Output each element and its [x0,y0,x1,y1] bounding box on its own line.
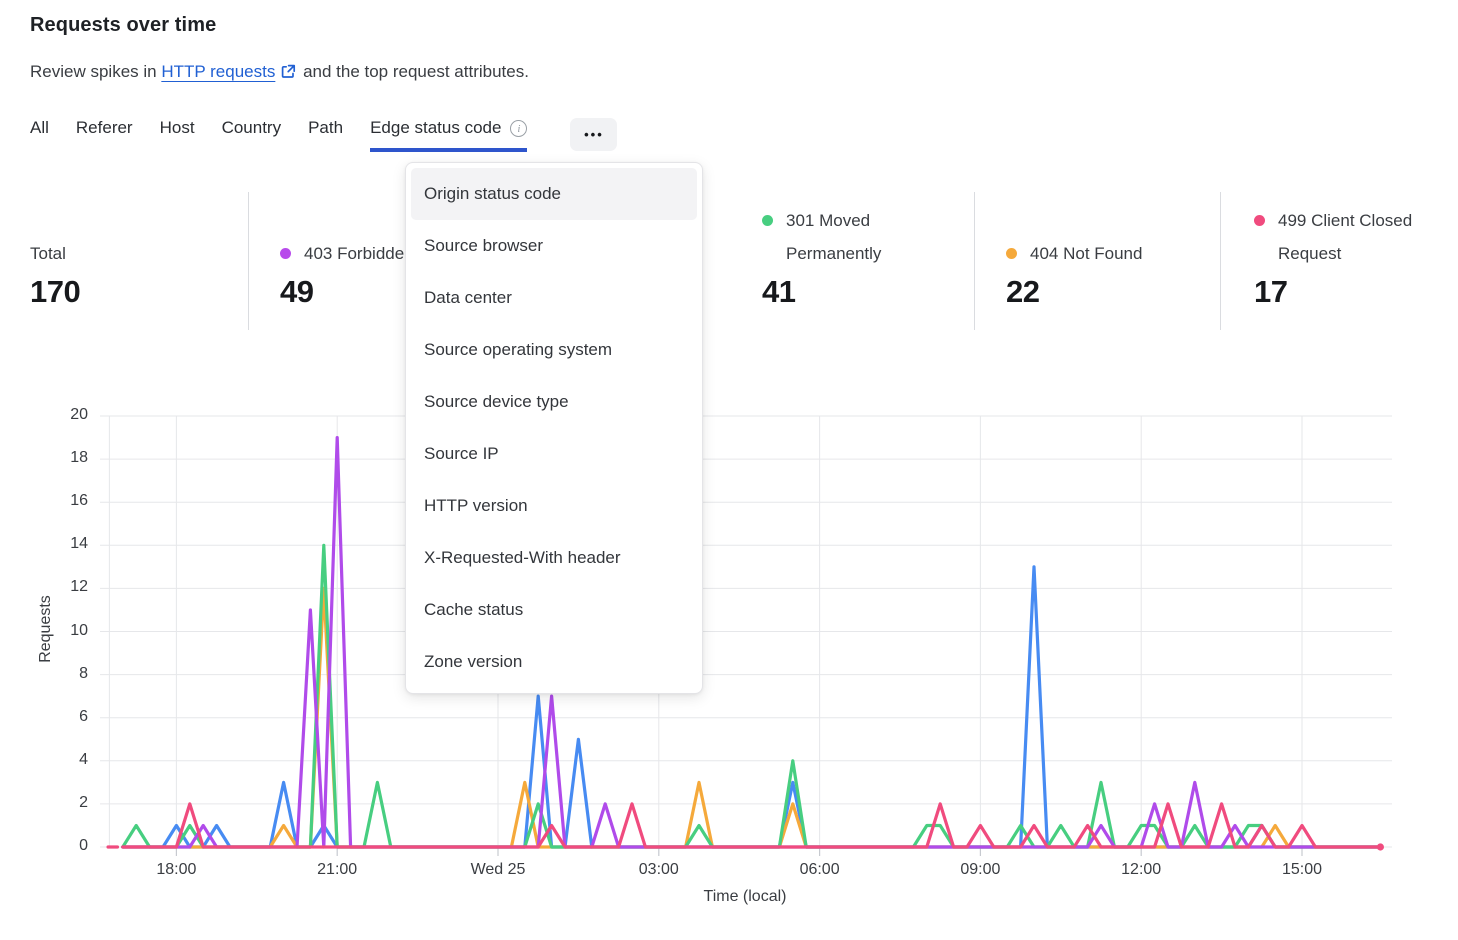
stat-label: 403 Forbidden [304,244,414,263]
tab-label: All [30,118,49,137]
summary-divider [248,192,249,330]
menu-item-zone-version[interactable]: Zone version [424,652,523,671]
x-tick-label: 12:00 [1121,861,1162,878]
stat-label: 404 Not Found [1030,244,1143,263]
tab-label: Host [159,118,195,137]
summary-stat-301-moved-permanently[interactable]: 301 Moved Permanently 41 [762,198,962,310]
tab-host[interactable]: Host [160,118,195,148]
tab-label: Referer [75,118,133,137]
legend-dot-403-forbidden [280,248,291,259]
y-tick-label: 12 [70,578,88,596]
menu-item-source-ip[interactable]: Source IP [424,444,499,463]
x-tick-label: 18:00 [156,861,197,878]
stat-value: 22 [1006,274,1040,309]
page-subtitle: Review spikes in HTTP requests and the t… [30,62,529,84]
subtitle-prefix: Review spikes in [30,62,162,81]
y-tick-label: 6 [79,707,88,725]
y-tick-label: 4 [79,750,88,768]
summary-stat-403-forbidden[interactable]: 403 Forbidden 49 [280,198,480,310]
external-link-icon [281,64,296,84]
x-axis-title: Time (local) [703,888,787,905]
summary-stat-499-client-closed-request[interactable]: 499 Client Closed Request 17 [1254,198,1454,310]
info-circle-icon[interactable]: i [510,119,528,137]
summary-divider [974,192,975,330]
y-tick-label: 0 [79,837,88,854]
tab-all[interactable]: All [30,118,49,148]
stat-value: 17 [1254,274,1288,309]
x-tick-label: 09:00 [960,861,1001,878]
page-header: Requests over time [30,14,216,37]
stat-value: 49 [280,274,314,309]
subtitle-suffix: and the top request attributes. [298,62,529,81]
y-tick-label: 2 [79,793,88,811]
y-tick-label: 20 [70,406,88,423]
y-tick-label: 10 [70,621,88,639]
x-tick-label: Wed 25 [470,861,526,878]
menu-item-origin-status-code[interactable]: Origin status code [411,168,697,220]
more-attributes-button[interactable]: ••• [570,118,618,151]
x-tick-label: 21:00 [317,861,358,878]
tab-edge-status-code[interactable]: Edge status code i [370,118,528,152]
http-requests-link[interactable]: HTTP requests [161,62,276,81]
chart-plot-area[interactable] [100,416,1390,847]
menu-item-http-version[interactable]: HTTP version [424,496,528,515]
tab-label: Country [221,118,282,137]
menu-item-source-operating-system[interactable]: Source operating system [424,340,613,359]
y-tick-label: 8 [79,664,88,682]
y-tick-label: 18 [70,449,88,467]
y-tick-label: 14 [70,535,88,553]
x-tick-label: 15:00 [1281,861,1323,878]
summary-stat-404-not-found[interactable]: 404 Not Found 22 [1006,198,1206,310]
stat-label: 301 Moved Permanently [786,211,882,263]
menu-item-data-center[interactable]: Data center [424,288,512,307]
stat-value: 170 [30,274,81,309]
stat-label: 499 Client Closed Request [1278,211,1413,263]
y-tick-label: 16 [70,492,88,510]
summary-stat-total: Total 170 [30,198,230,310]
x-tick-label: 03:00 [638,861,679,878]
page-title: Requests over time [30,14,217,36]
attribute-tabs: All Referer Host Country Path Edge status cod… [30,118,618,152]
ellipsis-icon: ••• [584,127,604,142]
tab-country[interactable]: Country [222,118,282,148]
tab-referer[interactable]: Referer [76,118,133,148]
tab-path[interactable]: Path [308,118,343,148]
stat-label: Total [30,244,66,263]
legend-dot-499-client-closed-request [1254,215,1265,226]
menu-item-source-device-type[interactable]: Source device type [424,392,569,411]
stat-value: 41 [762,274,796,309]
attribute-dropdown-menu: Origin status code Source browser Data cen… [405,162,703,694]
x-tick-label: 06:00 [799,861,840,878]
menu-item-source-browser[interactable]: Source browser [424,236,544,255]
tab-label: Path [308,118,344,137]
summary-divider [1220,192,1221,330]
menu-item-x-requested-with-header[interactable]: X-Requested-With header [424,548,621,567]
menu-item-cache-status[interactable]: Cache status [424,600,524,619]
tab-label: Edge status code [370,118,502,137]
legend-dot-301-moved-permanently [762,215,773,226]
legend-dot-404-not-found [1006,248,1017,259]
